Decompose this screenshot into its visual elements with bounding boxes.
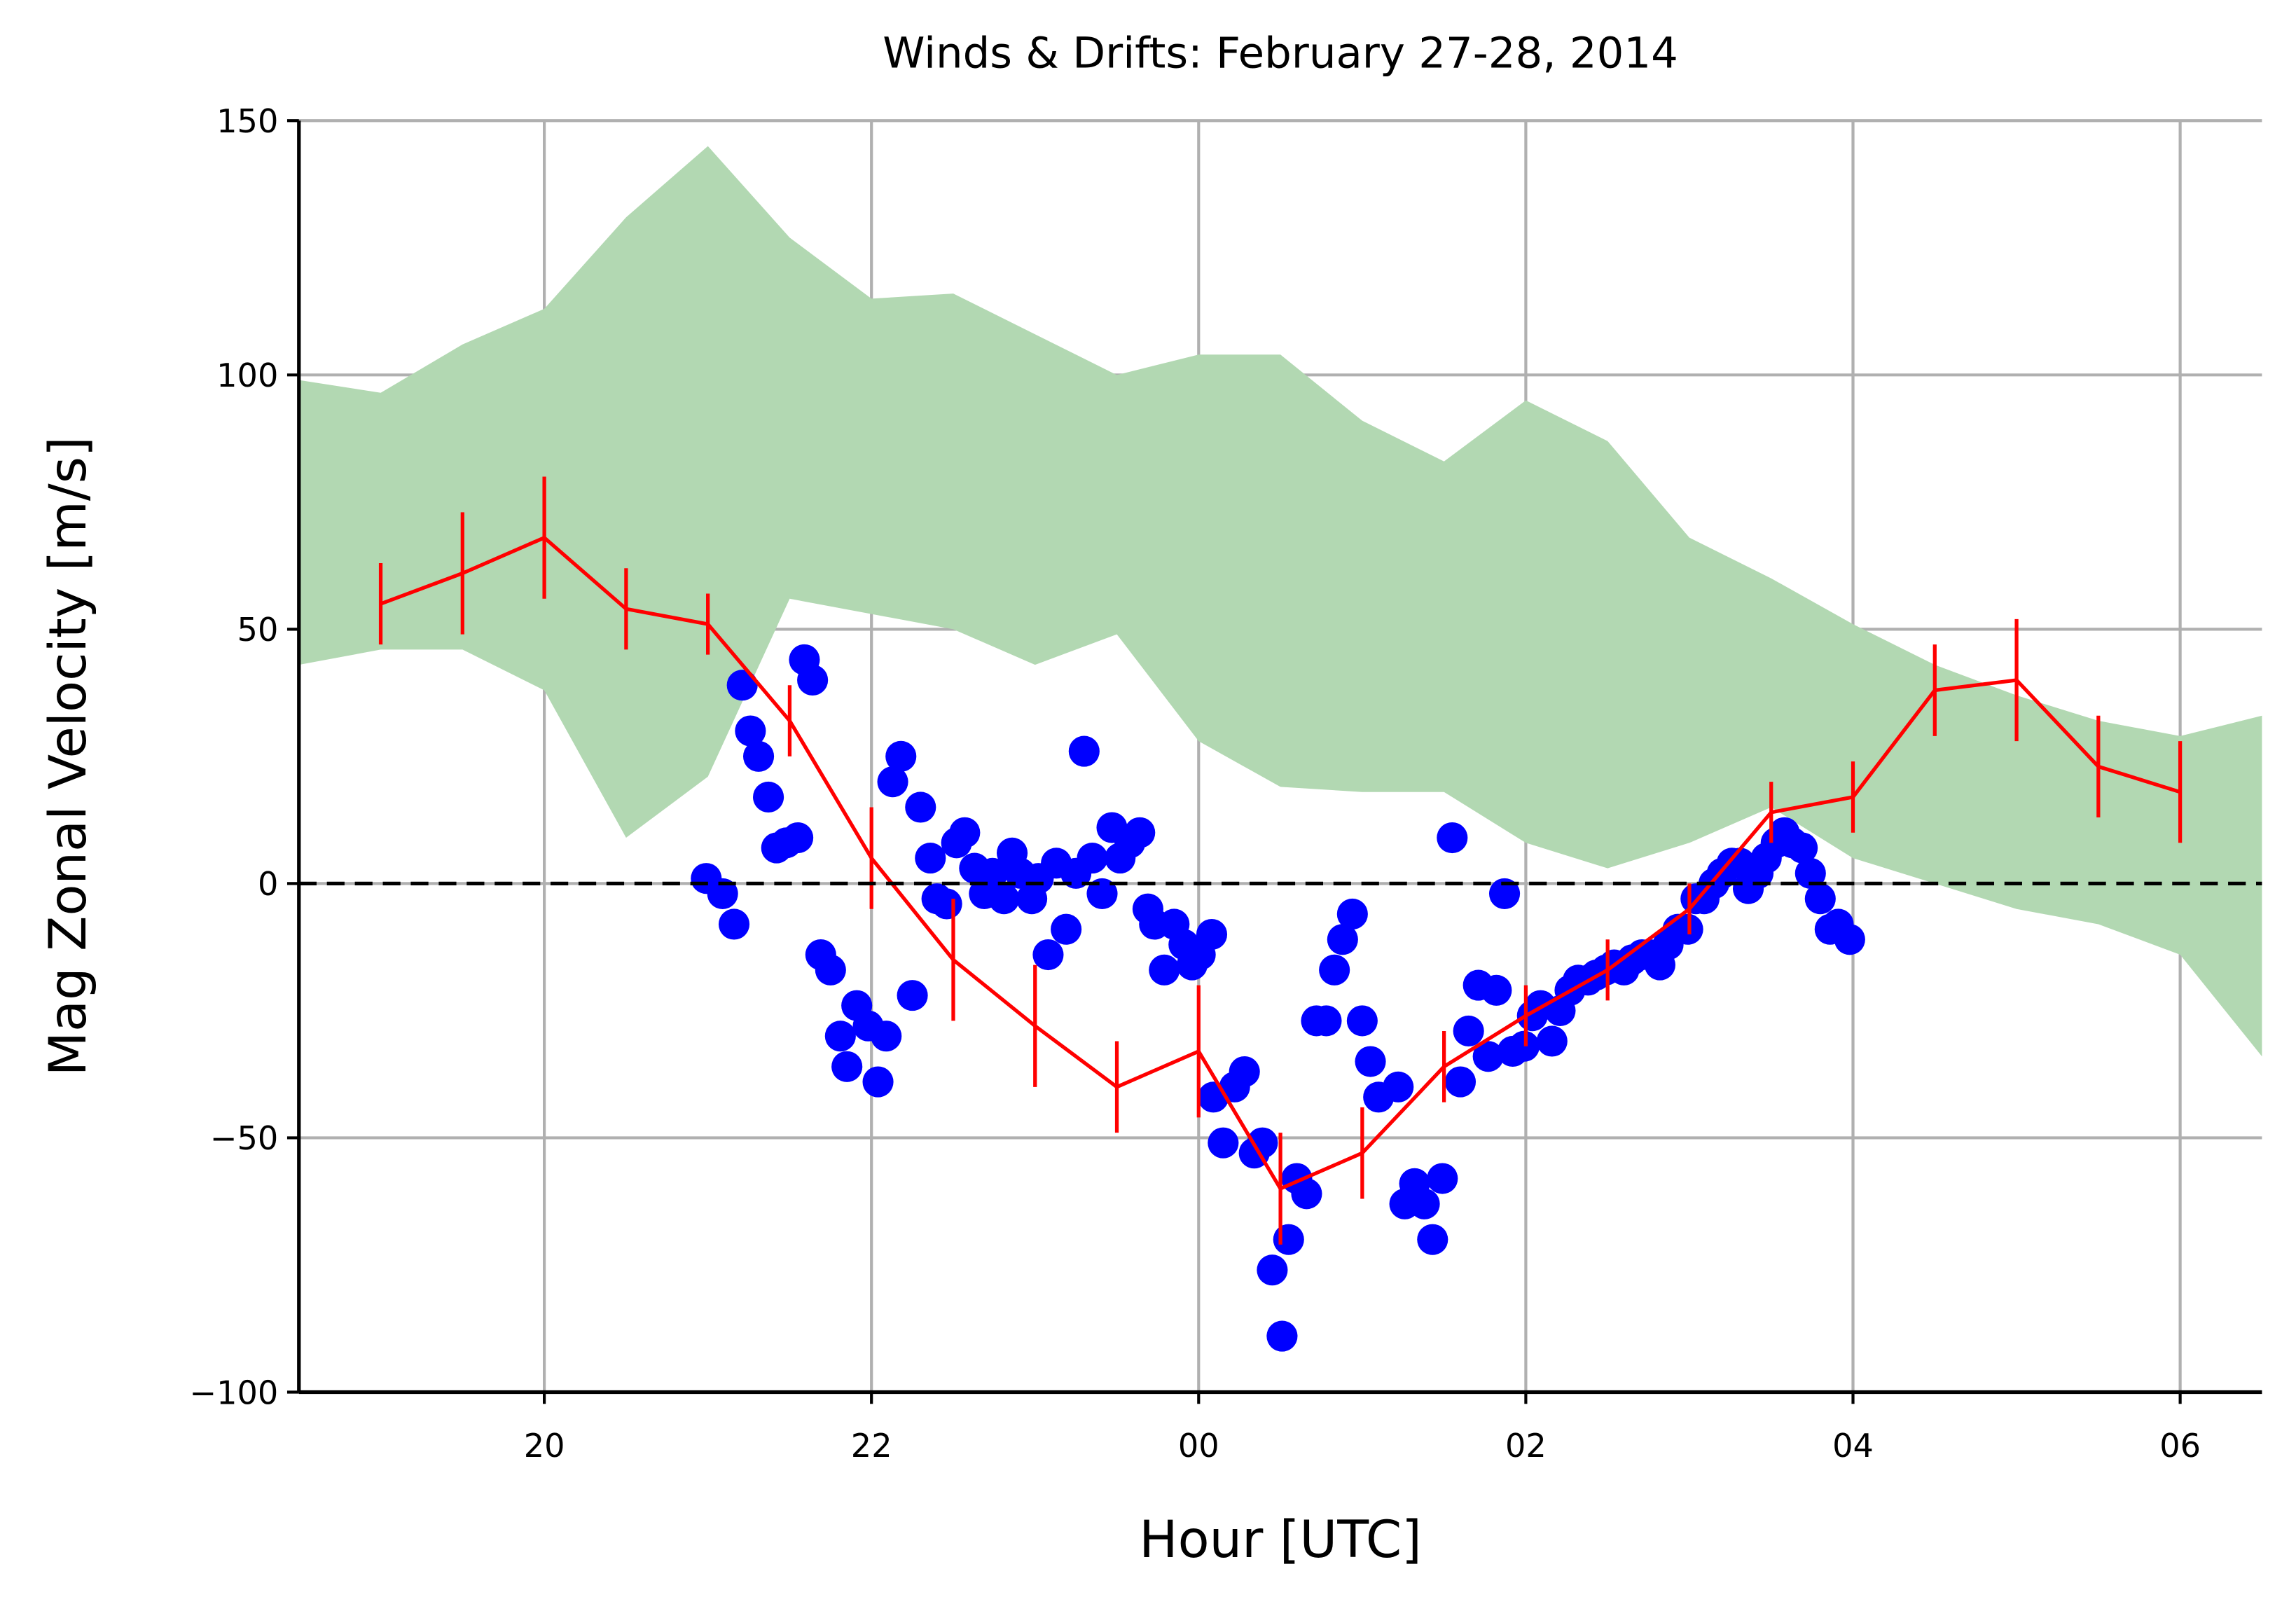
point <box>931 888 962 920</box>
x-tick-label: 06 <box>2159 1427 2201 1465</box>
point <box>726 670 758 701</box>
point <box>1291 1178 1322 1210</box>
point <box>1319 954 1350 986</box>
y-tick-label: 0 <box>258 865 278 903</box>
point <box>877 766 908 798</box>
point <box>1481 974 1512 1006</box>
x-tick-label: 20 <box>524 1427 565 1465</box>
point <box>1409 1188 1440 1219</box>
point <box>1032 939 1064 971</box>
x-tick-label: 22 <box>851 1427 892 1465</box>
point <box>871 1021 902 1052</box>
point <box>1383 1071 1414 1102</box>
point <box>885 740 917 772</box>
point <box>1229 1056 1260 1088</box>
point <box>1804 883 1836 915</box>
point <box>718 908 750 940</box>
point <box>1124 817 1156 848</box>
point <box>1794 857 1826 889</box>
point <box>1437 822 1468 854</box>
point <box>1336 898 1368 930</box>
point <box>1417 1224 1448 1255</box>
point <box>976 857 1009 889</box>
point <box>1208 1127 1239 1159</box>
x-tick-label: 04 <box>1832 1427 1874 1465</box>
point <box>831 1051 863 1082</box>
point <box>1472 1041 1504 1072</box>
point <box>735 715 766 747</box>
point <box>1327 924 1358 955</box>
point <box>1257 1254 1288 1286</box>
y-axis-label: Mag Zonal Velocity [m/s] <box>39 436 98 1076</box>
point <box>742 740 775 772</box>
y-tick-label: 50 <box>237 611 279 649</box>
y-tick-label: −50 <box>210 1119 279 1157</box>
point <box>1427 1163 1458 1194</box>
point <box>1086 878 1118 909</box>
point <box>1149 954 1180 986</box>
point <box>1834 924 1865 955</box>
point <box>1453 1015 1484 1047</box>
point <box>1536 1025 1568 1057</box>
point <box>988 883 1020 915</box>
point <box>753 781 784 813</box>
point <box>862 1066 894 1098</box>
point <box>1355 1046 1386 1077</box>
point <box>1051 913 1082 945</box>
point <box>1310 1005 1342 1037</box>
point <box>824 1021 856 1052</box>
point <box>1787 832 1818 864</box>
point <box>797 664 829 696</box>
point <box>905 791 936 823</box>
point <box>1346 1005 1378 1037</box>
point <box>1488 878 1521 909</box>
y-tick-label: 150 <box>216 102 278 140</box>
point <box>782 822 814 854</box>
x-tick-label: 02 <box>1505 1427 1547 1465</box>
point <box>1196 918 1228 950</box>
point <box>1247 1127 1278 1159</box>
chart-title: Winds & Drifts: February 27-28, 2014 <box>883 29 1678 78</box>
band <box>298 146 2262 1057</box>
x-tick-label: 00 <box>1178 1427 1219 1465</box>
point <box>1273 1224 1304 1255</box>
point <box>1068 735 1100 767</box>
y-tick-label: −100 <box>189 1374 278 1411</box>
point <box>1444 1066 1477 1098</box>
x-axis-label: Hour [UTC] <box>1139 1510 1422 1570</box>
point <box>1266 1320 1298 1352</box>
point <box>1077 843 1108 874</box>
point <box>707 878 738 909</box>
point <box>815 954 846 986</box>
point <box>915 843 946 874</box>
point <box>1509 1030 1540 1062</box>
y-tick-label: 100 <box>216 357 278 394</box>
point <box>897 980 928 1011</box>
point <box>949 817 981 848</box>
